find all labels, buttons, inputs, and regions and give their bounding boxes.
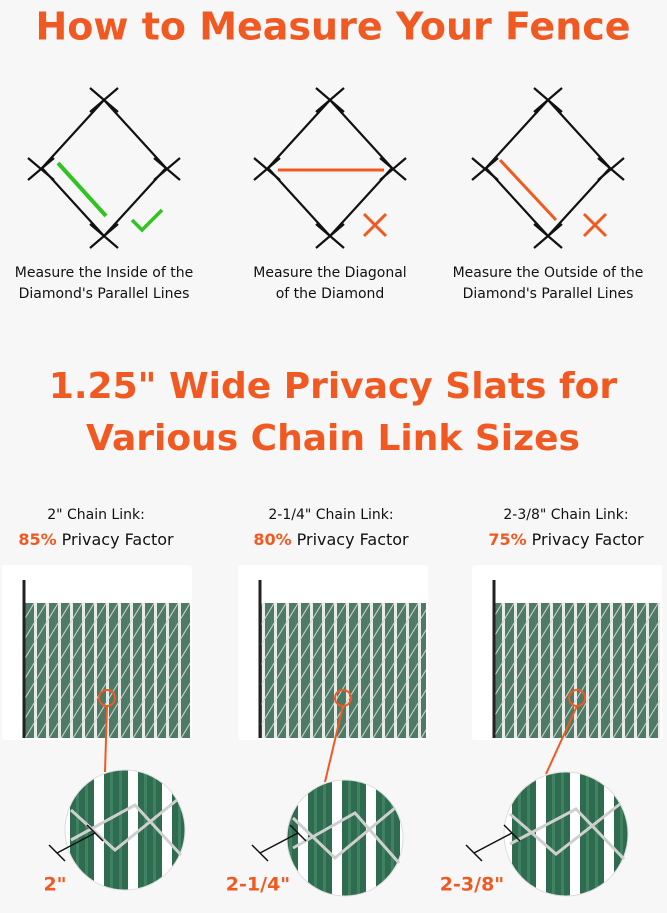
diagram-inside	[27, 87, 181, 249]
factor-text: Privacy Factor	[297, 530, 409, 549]
title: How to Measure Your Fence	[35, 5, 630, 49]
spot	[568, 689, 586, 707]
zoom-wire	[291, 806, 401, 864]
diagram-caption: Diamond's Parallel Lines	[463, 286, 634, 302]
leader	[104, 705, 108, 773]
diagram-caption: Measure the Diagonal	[253, 265, 406, 281]
privacy-factor: 75% Privacy Factor	[488, 530, 644, 549]
diagram-caption: Diamond's Parallel Lines	[19, 286, 190, 302]
spot	[98, 689, 116, 707]
factor-text: Privacy Factor	[62, 530, 174, 549]
size-label: 2-3/8"	[440, 874, 504, 896]
size-label: 2"	[43, 874, 66, 896]
diagram-caption: of the Diamond	[276, 286, 385, 302]
panel-label: 2-1/4" Chain Link:	[268, 507, 393, 523]
panel-label: 2-3/8" Chain Link:	[503, 507, 628, 523]
section-title: 1.25" Wide Privacy Slats for	[49, 366, 618, 407]
factor-text: Privacy Factor	[532, 530, 644, 549]
zoom-wire	[509, 802, 626, 861]
zoom-wire	[69, 798, 183, 857]
spot	[334, 689, 352, 707]
zoom	[286, 779, 404, 897]
factor-value: 75%	[488, 530, 526, 549]
panel-label: 2" Chain Link:	[47, 507, 145, 523]
factor-value: 80%	[253, 530, 291, 549]
diagram-caption: Measure the Outside of the	[453, 265, 644, 281]
dimension	[465, 824, 521, 862]
zoom	[64, 769, 186, 891]
dimension	[251, 824, 307, 862]
diagram-outside	[471, 87, 625, 249]
diagram-caption: Measure the Inside of the	[15, 265, 193, 281]
leader	[545, 705, 578, 775]
size-label: 2-1/4"	[226, 874, 290, 896]
fence-slats	[260, 603, 426, 738]
privacy-factor: 85% Privacy Factor	[18, 530, 174, 549]
leader	[324, 705, 344, 783]
privacy-factor: 80% Privacy Factor	[253, 530, 409, 549]
diagram-diagonal	[253, 87, 407, 249]
fence-slats	[494, 603, 660, 738]
dimension	[48, 824, 104, 862]
factor-value: 85%	[18, 530, 56, 549]
zoom	[503, 771, 629, 897]
section-title: Various Chain Link Sizes	[86, 418, 580, 459]
